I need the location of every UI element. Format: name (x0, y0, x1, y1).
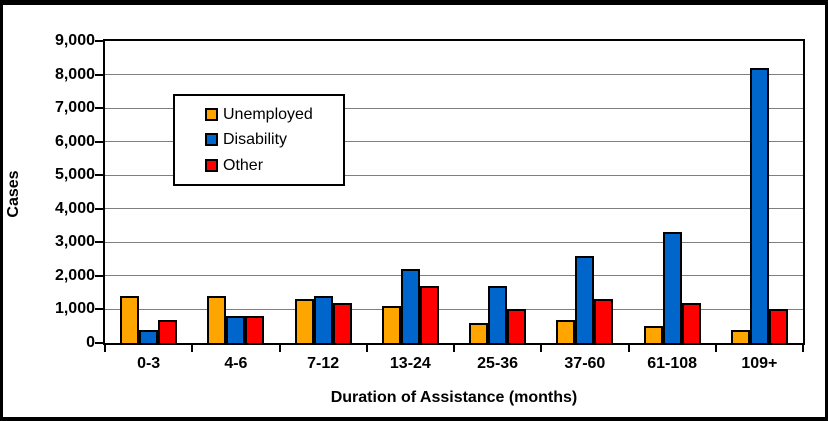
y-tick-label: 0 (86, 334, 95, 351)
y-tick-label: 4,000 (54, 199, 95, 217)
legend-item-unemployed: Unemployed (205, 106, 343, 123)
x-tick-mark-icon (365, 345, 368, 352)
gridline (105, 275, 803, 277)
bar-unemployed (294, 299, 314, 343)
bar-other (681, 303, 701, 343)
gridline (105, 208, 803, 210)
bar-unemployed (469, 323, 489, 343)
disability-swatch-icon (205, 133, 218, 147)
bar-unemployed (556, 320, 576, 343)
y-tick-mark-icon (95, 274, 103, 277)
bar-disability (313, 296, 333, 343)
y-tick-label: 5,000 (54, 166, 95, 184)
x-tick-mark-icon (191, 345, 194, 352)
bar-disability (400, 269, 420, 343)
y-tick-label: 2,000 (54, 266, 95, 284)
bar-unemployed (120, 296, 140, 343)
bar-unemployed (730, 330, 750, 343)
gridline (105, 308, 803, 310)
y-axis-title: Cases (5, 170, 22, 218)
x-category-label: 61-108 (647, 355, 698, 372)
bar-disability (226, 316, 246, 343)
x-tick-mark-icon (802, 345, 804, 352)
y-tick-mark-icon (95, 207, 103, 210)
bar-other (768, 309, 788, 343)
legend-label: Other (223, 156, 264, 174)
legend-item-other: Other (205, 157, 343, 174)
plot-area (103, 39, 805, 345)
y-tick-mark-icon (95, 107, 103, 110)
bar-other (245, 316, 265, 343)
bar-unemployed (207, 296, 227, 343)
y-tick-mark-icon (95, 174, 103, 177)
x-category-label: 13-24 (389, 355, 431, 372)
y-tick-mark-icon (95, 342, 103, 344)
bar-other (332, 303, 352, 343)
y-tick-mark-icon (95, 140, 103, 143)
y-tick-label: 9,000 (54, 32, 95, 49)
y-tick-label: 8,000 (54, 65, 95, 83)
y-tick-label: 1,000 (54, 300, 95, 318)
gridline (105, 141, 803, 143)
y-tick-mark-icon (95, 40, 103, 42)
legend-item-disability: Disability (205, 131, 343, 148)
x-tick-mark-icon (278, 345, 281, 352)
y-tick-mark-icon (95, 73, 103, 76)
x-category-label: 109+ (741, 355, 778, 372)
x-tick-mark-icon (714, 345, 717, 352)
gridline (105, 241, 803, 243)
x-category-label: 0-3 (137, 355, 161, 372)
gridline (105, 174, 803, 176)
x-tick-mark-icon (627, 345, 630, 352)
legend-label: Unemployed (223, 106, 313, 124)
x-category-label: 37-60 (564, 355, 606, 372)
bar-disability (488, 286, 508, 343)
x-tick-mark-icon (540, 345, 543, 352)
y-tick-mark-icon (95, 241, 103, 244)
x-tick-mark-icon (453, 345, 455, 352)
bar-unemployed (643, 326, 663, 343)
x-category-label: 25-36 (477, 355, 519, 372)
y-tick-mark-icon (95, 308, 103, 311)
other-swatch-icon (205, 158, 218, 172)
legend: Unemployed Disability Other (173, 94, 345, 186)
gridline (105, 74, 803, 76)
bar-unemployed (381, 306, 401, 343)
legend-label: Disability (223, 131, 288, 149)
x-category-label: 4-6 (224, 355, 248, 372)
y-tick-label: 7,000 (54, 99, 95, 117)
bar-other (507, 309, 527, 343)
x-category-label: 7-12 (307, 355, 340, 372)
bar-other (594, 299, 614, 343)
x-tick-mark-icon (104, 345, 106, 352)
gridline (105, 107, 803, 109)
bar-disability (749, 68, 769, 343)
y-tick-label: 6,000 (54, 132, 95, 150)
y-tick-label: 3,000 (54, 233, 95, 251)
bar-other (158, 320, 178, 343)
plot-canvas (105, 41, 803, 343)
bar-disability (575, 256, 595, 343)
x-axis-title: Duration of Assistance (months) (330, 389, 578, 406)
unemployed-swatch-icon (205, 108, 218, 122)
bar-disability (662, 232, 682, 343)
bar-disability (139, 330, 159, 343)
bar-other (419, 286, 439, 343)
